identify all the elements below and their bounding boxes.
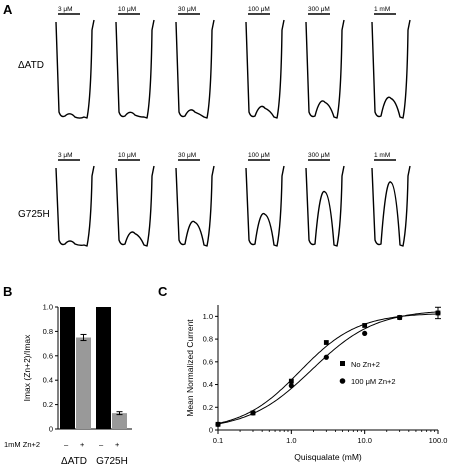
c-y-tick-label: 1.0	[203, 312, 213, 321]
bar	[76, 337, 91, 429]
concentration-label: 300 μM	[308, 6, 330, 13]
b-group-datd: ΔATD	[61, 456, 87, 467]
c-x-tick-label: 10.0	[357, 436, 372, 445]
b-sign-4: +	[115, 440, 120, 449]
bar	[112, 413, 127, 429]
b-y-tick-label: 0.6	[43, 351, 53, 360]
concentration-label: 300 μM	[308, 152, 330, 159]
c-y-tick-label: 0	[209, 426, 213, 435]
b-group-g725h: G725H	[96, 456, 128, 467]
data-point-square	[362, 323, 368, 328]
b-y-tick-label: 0.8	[43, 327, 53, 336]
b-y-tick-label: 0.2	[43, 400, 53, 409]
b-y-tick-label: 0	[49, 425, 53, 434]
concentration-label: 10 μM	[118, 6, 136, 13]
panel-b-letter: B	[3, 284, 12, 299]
data-point-circle	[250, 410, 256, 416]
current-trace	[245, 165, 285, 247]
bar	[96, 307, 111, 429]
data-point-circle	[288, 383, 294, 389]
legend-square-marker	[340, 361, 345, 366]
legend-zn: 100 μM Zn+2	[351, 377, 396, 386]
c-x-tick-label: 100.0	[429, 436, 448, 445]
row-label-datd: ΔATD	[18, 60, 44, 71]
c-y-tick-label: 0.2	[203, 403, 213, 412]
concentration-label: 100 μM	[248, 152, 270, 159]
current-trace	[115, 19, 155, 119]
concentration-label: 3 μM	[58, 152, 73, 159]
c-y-tick-label: 0.4	[203, 380, 213, 389]
c-y-tick-label: 0.6	[203, 357, 213, 366]
b-y-tick-label: 0.4	[43, 376, 53, 385]
legend-circle-marker	[339, 378, 346, 384]
data-point-circle	[397, 314, 403, 321]
data-point-circle	[323, 354, 329, 360]
b-treatment-label: 1mM Zn+2	[4, 440, 40, 449]
b-y-tick-label: 1.0	[43, 303, 53, 312]
panel-c-letter: C	[158, 284, 168, 299]
bar	[60, 307, 75, 429]
concentration-label: 30 μM	[178, 152, 196, 159]
current-trace	[371, 19, 411, 119]
c-x-tick-label: 0.1	[213, 436, 223, 445]
panel-c-chart: Mean Normalized Current Quisqualate (mM)…	[185, 305, 447, 462]
fit-curve	[217, 311, 439, 425]
b-sign-2: +	[80, 440, 85, 449]
b-y-title: Imax (Zn+2)/Imax	[22, 334, 32, 402]
current-trace	[305, 165, 345, 247]
current-trace	[371, 165, 411, 247]
b-sign-3: –	[99, 440, 104, 449]
c-y-tick-label: 0.8	[203, 335, 213, 344]
data-point-square	[288, 378, 294, 384]
data-point-circle	[362, 330, 368, 337]
c-y-title: Mean Normalized Current	[185, 319, 195, 417]
current-trace	[55, 19, 95, 119]
b-sign-1: –	[64, 440, 69, 449]
c-x-title: Quisqualate (mM)	[294, 452, 362, 462]
concentration-label: 1 mM	[374, 152, 390, 159]
concentration-label: 3 μM	[58, 6, 73, 13]
current-trace	[55, 165, 95, 247]
current-trace	[175, 19, 215, 119]
panel-a-traces: 3 μM 10 μM 30 μM 100 μM 300 μM 1 mM 3 μM 10 μM 3…	[55, 6, 411, 247]
c-x-tick-label: 1.0	[286, 436, 296, 445]
row-label-g725h: G725H	[18, 209, 50, 220]
current-trace	[245, 19, 285, 119]
data-point-square	[323, 340, 329, 345]
concentration-label: 1 mM	[374, 6, 390, 13]
fit-curve	[217, 313, 439, 424]
current-trace	[115, 165, 155, 247]
legend-no-zn: No Zn+2	[351, 360, 380, 369]
current-trace	[175, 165, 215, 247]
data-point-circle	[215, 421, 221, 427]
concentration-label: 100 μM	[248, 6, 270, 13]
panel-b-chart: Imax (Zn+2)/Imax 1mM Zn+2 – + – + ΔATD G…	[4, 303, 132, 467]
concentration-label: 10 μM	[118, 152, 136, 159]
panel-a-letter: A	[3, 2, 13, 17]
c-legend: No Zn+2 100 μM Zn+2	[339, 360, 396, 386]
concentration-label: 30 μM	[178, 6, 196, 13]
current-trace	[305, 19, 345, 119]
